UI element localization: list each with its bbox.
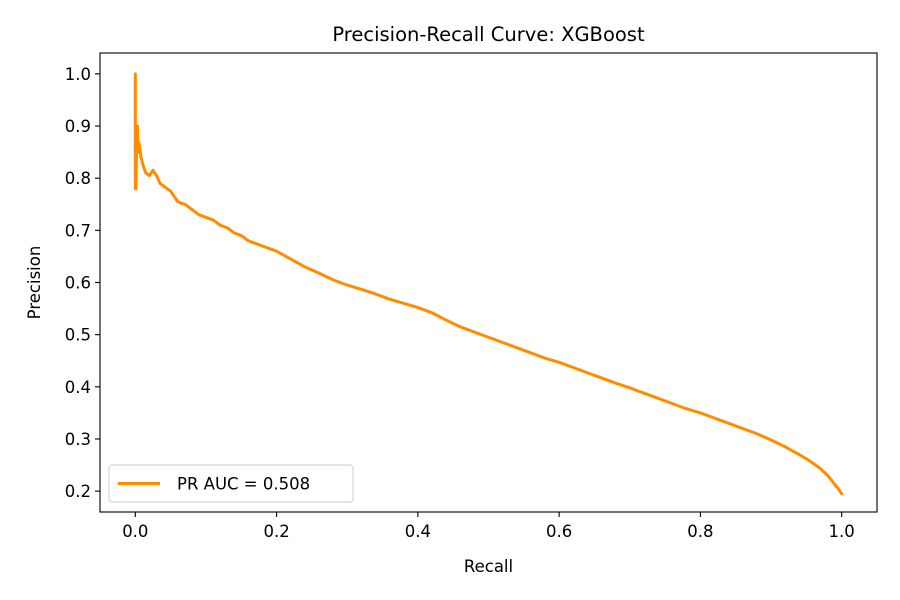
x-axis-ticks: 0.0 0.2 0.4 0.6 0.8 1.0: [122, 512, 855, 541]
x-tick-label: 0.8: [687, 522, 713, 541]
y-axis-ticks: 0.2 0.3 0.4 0.5 0.6 0.7 0.8 0.9 1.0: [65, 65, 100, 501]
x-axis-label: Recall: [464, 557, 513, 576]
y-tick-label: 0.4: [65, 378, 91, 397]
x-tick-label: 0.6: [546, 522, 572, 541]
y-tick-label: 0.3: [65, 430, 91, 449]
legend-box: [108, 464, 354, 503]
plot-area: [133, 72, 844, 496]
legend: PR AUC = 0.508: [108, 464, 354, 503]
x-tick-label: 1.0: [829, 522, 855, 541]
y-axis-label: Precision: [25, 246, 44, 320]
chart-title: Precision-Recall Curve: XGBoost: [332, 23, 645, 46]
pr-curve-line: [133, 72, 844, 496]
legend-label: PR AUC = 0.508: [177, 475, 310, 494]
y-tick-label: 0.2: [65, 482, 91, 501]
y-tick-label: 0.5: [65, 326, 91, 345]
x-tick-label: 0.2: [263, 522, 289, 541]
y-tick-label: 0.7: [65, 221, 91, 240]
x-tick-label: 0.4: [405, 522, 431, 541]
y-tick-label: 0.9: [65, 117, 91, 136]
y-tick-label: 1.0: [65, 65, 91, 84]
x-tick-label: 0.0: [122, 522, 148, 541]
y-tick-label: 0.6: [65, 274, 91, 293]
plot-frame: [99, 52, 878, 513]
y-tick-label: 0.8: [65, 169, 91, 188]
